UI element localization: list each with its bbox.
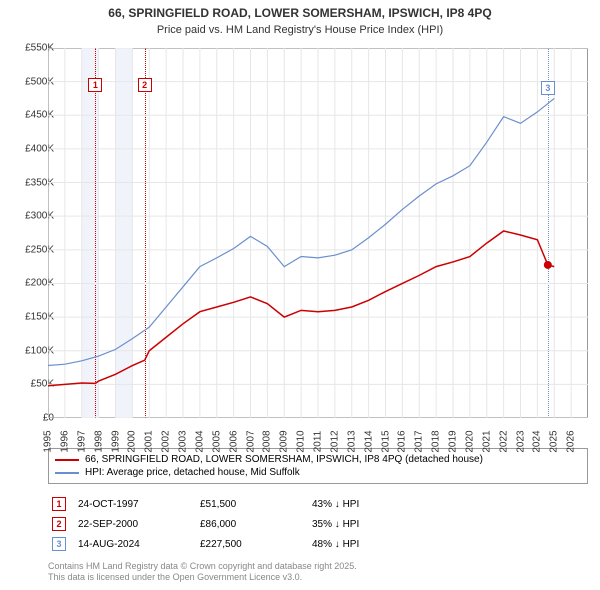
x-tick-label: 2023	[515, 430, 526, 452]
x-tick-label: 1995	[43, 430, 54, 452]
sale-row: 3 14-AUG-2024 £227,500 48% ↓ HPI	[48, 534, 588, 554]
legend-swatch	[55, 459, 79, 461]
sale-row: 1 24-OCT-1997 £51,500 43% ↓ HPI	[48, 494, 588, 514]
x-tick-label: 2021	[481, 430, 492, 452]
legend: 66, SPRINGFIELD ROAD, LOWER SOMERSHAM, I…	[48, 448, 588, 484]
sales-table: 1 24-OCT-1997 £51,500 43% ↓ HPI 2 22-SEP-2000…	[48, 494, 588, 554]
x-tick-label: 2000	[127, 430, 138, 452]
x-tick-label: 2024	[532, 430, 543, 452]
x-tick-label: 2013	[346, 430, 357, 452]
x-tick-label: 1998	[93, 430, 104, 452]
x-tick-label: 2012	[329, 430, 340, 452]
sale-price: £227,500	[200, 539, 300, 550]
sale-date: 14-AUG-2024	[78, 539, 188, 550]
legend-label: HPI: Average price, detached house, Mid …	[85, 467, 300, 478]
chart-container: 66, SPRINGFIELD ROAD, LOWER SOMERSHAM, I…	[0, 0, 600, 590]
sale-diff: 43% ↓ HPI	[312, 499, 432, 510]
x-tick-label: 2006	[228, 430, 239, 452]
attribution-line2: This data is licensed under the Open Gov…	[48, 572, 357, 584]
sale-diff: 48% ↓ HPI	[312, 539, 432, 550]
x-tick-label: 2011	[313, 431, 324, 453]
x-tick-label: 2018	[431, 430, 442, 452]
sale-marker: 2	[138, 78, 152, 92]
x-tick-label: 2003	[178, 430, 189, 452]
x-tick-label: 2008	[262, 430, 273, 452]
x-tick-label: 2015	[380, 430, 391, 452]
sale-row-marker: 1	[52, 497, 66, 511]
x-tick-label: 1996	[59, 430, 70, 452]
x-tick-label: 2025	[549, 430, 560, 452]
x-tick-label: 2010	[296, 430, 307, 452]
x-tick-label: 2007	[245, 430, 256, 452]
x-tick-label: 2019	[448, 430, 459, 452]
attribution: Contains HM Land Registry data © Crown c…	[48, 561, 357, 584]
x-tick-label: 1997	[76, 430, 87, 452]
chart-title-line1: 66, SPRINGFIELD ROAD, LOWER SOMERSHAM, I…	[0, 0, 600, 24]
sale-date: 22-SEP-2000	[78, 519, 188, 530]
x-tick-label: 2017	[414, 430, 425, 452]
sale-row-marker: 3	[52, 537, 66, 551]
x-tick-label: 2009	[279, 430, 290, 452]
sale-marker: 3	[541, 81, 555, 95]
x-tick-label: 2002	[161, 430, 172, 452]
x-tick-label: 2020	[464, 430, 475, 452]
x-tick-label: 1999	[110, 430, 121, 452]
legend-item: HPI: Average price, detached house, Mid …	[55, 466, 581, 479]
chart-plot-area: 1 2 3	[48, 48, 588, 418]
sale-row: 2 22-SEP-2000 £86,000 35% ↓ HPI	[48, 514, 588, 534]
legend-label: 66, SPRINGFIELD ROAD, LOWER SOMERSHAM, I…	[85, 454, 483, 465]
x-tick-label: 2016	[397, 430, 408, 452]
legend-swatch	[55, 472, 79, 474]
sale-price: £86,000	[200, 519, 300, 530]
x-tick-label: 2014	[363, 430, 374, 452]
attribution-line1: Contains HM Land Registry data © Crown c…	[48, 561, 357, 573]
x-tick-label: 2005	[211, 430, 222, 452]
sale-date: 24-OCT-1997	[78, 499, 188, 510]
sale-row-marker: 2	[52, 517, 66, 531]
legend-item: 66, SPRINGFIELD ROAD, LOWER SOMERSHAM, I…	[55, 453, 581, 466]
sale-marker: 1	[88, 78, 102, 92]
x-tick-label: 2022	[498, 430, 509, 452]
x-tick-label: 2026	[566, 430, 577, 452]
x-tick-label: 2004	[194, 430, 205, 452]
x-tick-label: 2001	[144, 430, 155, 452]
chart-title-line2: Price paid vs. HM Land Registry's House …	[0, 24, 600, 40]
sale-price: £51,500	[200, 499, 300, 510]
sale-diff: 35% ↓ HPI	[312, 519, 432, 530]
plot-svg	[48, 48, 588, 418]
